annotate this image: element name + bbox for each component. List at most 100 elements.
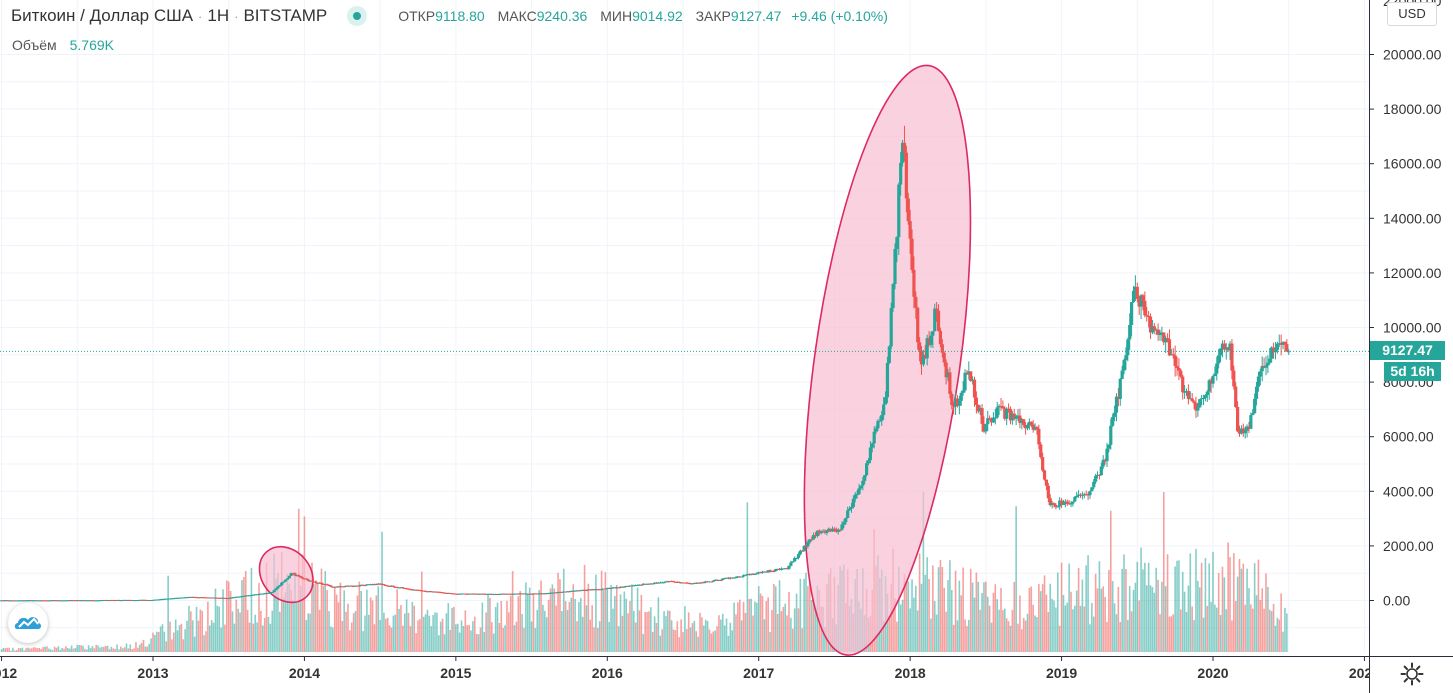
- candle-body: [7, 600, 11, 602]
- volume-bar: [197, 620, 200, 652]
- price-tick-label: 20000.00: [1383, 47, 1442, 63]
- volume-bar: [1047, 611, 1050, 652]
- volume-bar: [1007, 621, 1010, 652]
- volume-legend[interactable]: Объём 5.769K: [12, 37, 114, 53]
- candle-body: [664, 581, 668, 583]
- candle-body: [405, 588, 409, 590]
- volume-bar: [68, 648, 71, 652]
- candle-body: [370, 584, 375, 586]
- volume-bar: [112, 648, 115, 652]
- candle-body: [56, 600, 60, 602]
- volume-bar: [1121, 568, 1123, 652]
- volume-bar: [159, 626, 162, 652]
- candle-body: [628, 585, 632, 587]
- candle-body: [698, 582, 702, 584]
- candle-body: [1109, 425, 1113, 445]
- candle-body: [461, 593, 466, 595]
- volume-bar: [721, 613, 724, 652]
- volume-bar: [326, 590, 328, 652]
- interval-label[interactable]: 1H: [207, 6, 230, 25]
- candle-body: [187, 596, 191, 598]
- candle-body: [429, 591, 433, 593]
- volume-bar: [561, 611, 563, 652]
- volume-bar: [530, 621, 533, 652]
- candle-body: [282, 581, 286, 583]
- volume-bar: [665, 616, 667, 652]
- candle-body: [946, 372, 950, 378]
- gear-icon[interactable]: [1398, 660, 1426, 688]
- candle-body: [153, 599, 157, 601]
- volume-bar: [127, 648, 130, 652]
- candle-body: [751, 573, 755, 575]
- volume-bar: [330, 626, 332, 652]
- candle-body: [743, 574, 748, 576]
- volume-bar: [979, 609, 981, 652]
- candle-body: [904, 152, 908, 199]
- candle-body: [28, 600, 32, 602]
- volume-bar: [579, 597, 582, 652]
- volume-bar: [212, 622, 215, 652]
- candle-body: [600, 589, 604, 591]
- volume-bar: [1176, 560, 1178, 652]
- candle-body: [164, 598, 168, 600]
- market-status-icon[interactable]: [347, 6, 368, 26]
- volume-value: 5.769K: [69, 37, 114, 53]
- candle-body: [435, 591, 439, 593]
- volume-bar: [411, 601, 414, 652]
- time-axis[interactable]: 2012201320142015201620172018201920202021: [0, 656, 1453, 693]
- volume-bar: [44, 646, 46, 652]
- candle-body: [1205, 391, 1209, 396]
- candle-body: [1281, 341, 1285, 345]
- candle-body: [671, 581, 676, 583]
- volume-bar: [640, 594, 643, 652]
- volume-bar: [723, 625, 726, 652]
- candle-body: [692, 582, 696, 584]
- volume-bar: [1200, 562, 1203, 652]
- candle-body: [810, 539, 814, 541]
- candle-body: [1237, 431, 1242, 434]
- volume-bar: [793, 608, 796, 652]
- volume-bar: [1079, 605, 1082, 652]
- candle-body: [71, 600, 76, 602]
- volume-bar: [252, 623, 255, 652]
- candle-body: [151, 599, 155, 601]
- candle-body: [603, 588, 607, 590]
- volume-bar: [224, 624, 226, 652]
- candle-body: [573, 590, 577, 592]
- volume-bar: [434, 612, 436, 652]
- candle-body: [124, 599, 129, 601]
- volume-bar: [328, 611, 330, 652]
- volume-bar: [57, 646, 60, 652]
- volume-bar: [547, 599, 550, 652]
- candle-body: [891, 284, 895, 308]
- candle-body: [1099, 466, 1103, 476]
- candle-body: [469, 593, 473, 595]
- volume-bar: [21, 647, 24, 652]
- volume-bar: [241, 579, 243, 652]
- volume-bar: [61, 647, 63, 652]
- time-tick-label: 2013: [137, 665, 168, 681]
- exchange-label[interactable]: BITSTAMP: [243, 6, 328, 25]
- candle-body: [264, 593, 269, 595]
- volume-bar: [294, 576, 296, 652]
- symbol-name[interactable]: Биткоин / Доллар США: [11, 6, 194, 25]
- candle-body: [172, 598, 176, 600]
- candle-body: [314, 581, 318, 583]
- volume-bar: [184, 629, 186, 652]
- volume-bar: [2, 647, 5, 652]
- volume-bar: [477, 634, 480, 652]
- candle-body: [244, 595, 248, 597]
- volume-bar: [680, 619, 682, 652]
- volume-bar: [500, 600, 503, 652]
- volume-bar: [1051, 598, 1053, 652]
- volume-bar: [521, 613, 523, 652]
- candle-body: [723, 578, 727, 580]
- volume-bar: [403, 613, 406, 652]
- candle-body: [35, 600, 40, 602]
- tradingview-cloud-icon[interactable]: [8, 603, 48, 643]
- currency-button[interactable]: USD: [1387, 2, 1437, 26]
- volume-bar: [1094, 573, 1097, 652]
- price-tick-label: 14000.00: [1383, 210, 1442, 226]
